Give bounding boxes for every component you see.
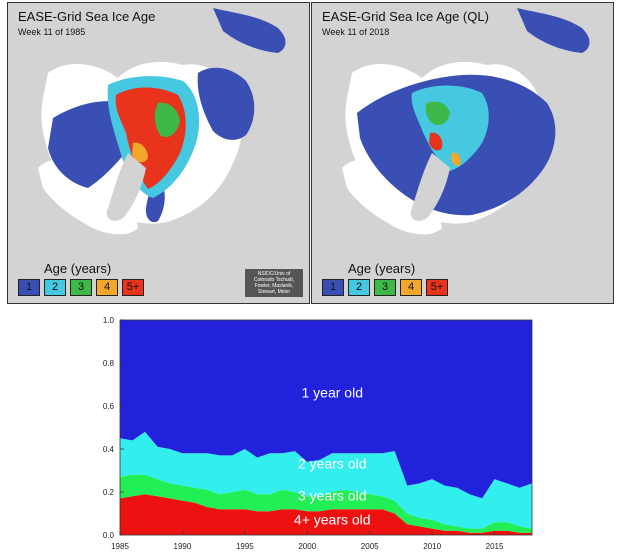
arctic-map-1985: [8, 3, 309, 303]
area-4-years-old: [120, 494, 532, 535]
legend-item-5plus: 5+: [122, 279, 144, 296]
legend-item-2: 2: [44, 279, 66, 296]
series-label: 1 year old: [302, 384, 363, 400]
legend-item-4: 4: [96, 279, 118, 296]
legend-item-4: 4: [400, 279, 422, 296]
y-tick-label: 0.6: [103, 402, 115, 411]
legend-item-3: 3: [374, 279, 396, 296]
y-tick-label: 0.8: [103, 359, 115, 368]
x-tick-label: 2005: [361, 542, 379, 551]
sea-ice-age-chart: 4+ years old 3 years old 2 years old 1 year…: [80, 306, 540, 559]
age-legend: 1 2 3 4 5+: [18, 279, 144, 296]
legend-title: Age (years): [44, 261, 112, 276]
area-2-years-old: [120, 431, 532, 529]
area-3-years-old: [120, 474, 532, 533]
x-tick-label: 1995: [236, 542, 254, 551]
x-tick-label: 2000: [298, 542, 316, 551]
map-title: EASE-Grid Sea Ice Age: [18, 9, 156, 24]
legend-item-1: 1: [322, 279, 344, 296]
y-tick-label: 0.2: [103, 488, 115, 497]
series-label: 2 years old: [298, 455, 366, 471]
legend-item-5plus: 5+: [426, 279, 448, 296]
plot-frame: [119, 319, 533, 536]
legend-item-3: 3: [70, 279, 92, 296]
chart-canvas: 4+ years old 3 years old 2 years old 1 year…: [103, 316, 533, 551]
legend-item-1: 1: [18, 279, 40, 296]
x-tick-label: 2015: [486, 542, 504, 551]
map-panel-2018: EASE-Grid Sea Ice Age (QL) Week 11 of 20…: [311, 2, 614, 304]
map-title: EASE-Grid Sea Ice Age (QL): [322, 9, 489, 24]
legend-title: Age (years): [348, 261, 416, 276]
x-tick-label: 1990: [174, 542, 192, 551]
x-tick-label: 1985: [111, 542, 129, 551]
series-label: 3 years old: [298, 488, 366, 504]
area-1-year-old: [120, 320, 532, 499]
series-label: 4+ years old: [294, 511, 371, 527]
y-tick-label: 1.0: [103, 316, 115, 325]
map-subtitle: Week 11 of 2018: [322, 27, 390, 37]
x-tick-label: 2010: [423, 542, 441, 551]
map-subtitle: Week 11 of 1985: [18, 27, 86, 37]
y-tick-label: 0.4: [103, 445, 115, 454]
arctic-map-2018: [312, 3, 613, 303]
y-tick-label: 0.0: [103, 531, 115, 540]
legend-item-2: 2: [348, 279, 370, 296]
credit-label: NSIDC/Univ of Colorado Tschudi, Fowler, …: [245, 269, 303, 297]
age-legend: 1 2 3 4 5+: [322, 279, 448, 296]
map-panel-1985: EASE-Grid Sea Ice Age Week 11 of 1985 Ag…: [7, 2, 310, 304]
